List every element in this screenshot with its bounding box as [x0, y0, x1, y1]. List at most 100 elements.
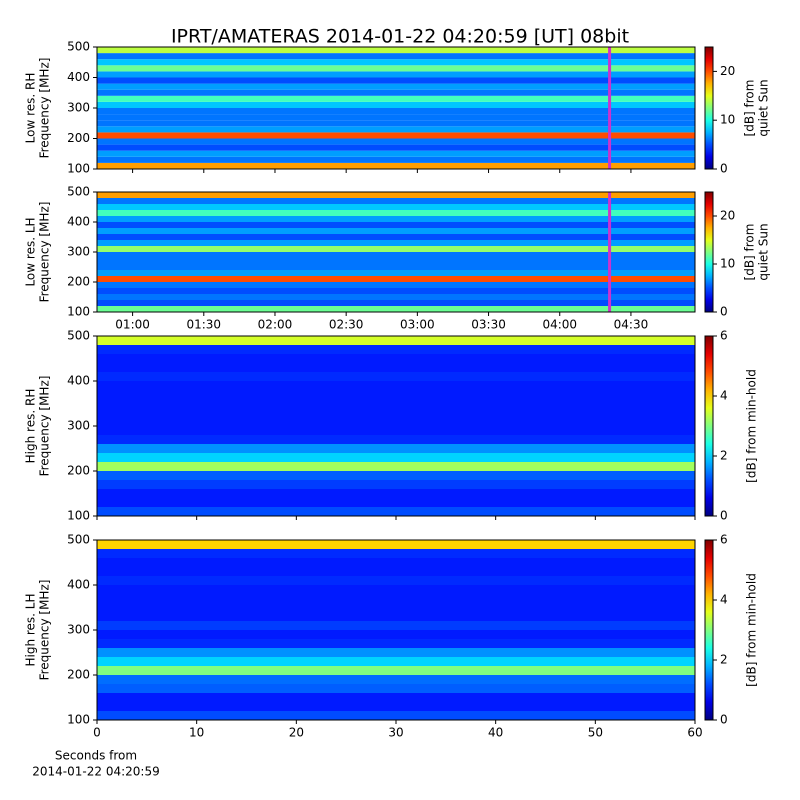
y-tick-label: 100: [67, 305, 90, 319]
heatmap-cell: [97, 558, 695, 567]
y-axis-label: Frequency [MHz]: [38, 202, 52, 303]
x-tick-label: 10: [189, 726, 204, 740]
y-axis-label: Low res. LH: [24, 217, 38, 286]
heatmap-cell: [97, 612, 695, 621]
colorbar-label: [dB] from min-hold: [745, 369, 759, 483]
heatmap-cell: [97, 95, 695, 102]
heatmap-cell: [97, 444, 695, 453]
y-axis-label: Frequency [MHz]: [38, 58, 52, 159]
heatmap-cell: [97, 621, 695, 630]
heatmap-cell: [97, 156, 695, 163]
colorbar-tick-label: 20: [720, 209, 735, 223]
heatmap-cell: [97, 228, 695, 234]
x-tick-label: 40: [488, 726, 503, 740]
heatmap-cell: [97, 426, 695, 435]
x-tick-label: 20: [289, 726, 304, 740]
heatmap-cell: [97, 702, 695, 711]
heatmap-cell: [97, 576, 695, 585]
heatmap-cell: [97, 462, 695, 471]
colorbar-label: quiet Sun: [757, 79, 771, 136]
heatmap-cell: [97, 471, 695, 480]
x-tick-label: 04:00: [542, 318, 577, 332]
heatmap-cell: [97, 198, 695, 204]
heatmap-cell: [97, 288, 695, 294]
heatmap-cell: [97, 453, 695, 462]
x-axis-label: 2014-01-22 04:20:59: [32, 765, 159, 779]
heatmap-cell: [97, 435, 695, 444]
colorbar-label: quiet Sun: [757, 223, 771, 280]
heatmap-cell: [97, 65, 695, 72]
heatmap-cell: [97, 294, 695, 300]
heatmap-cell: [97, 594, 695, 603]
y-tick-label: 500: [67, 40, 90, 54]
y-tick-label: 200: [67, 275, 90, 289]
colorbar: [704, 46, 714, 170]
heatmap-cell: [97, 684, 695, 693]
x-tick-label: 01:00: [115, 318, 150, 332]
heatmap-cell: [97, 603, 695, 612]
heatmap-cell: [97, 363, 695, 372]
heatmap-cell: [97, 675, 695, 684]
heatmap-cell: [97, 390, 695, 399]
heatmap-cell: [97, 300, 695, 306]
heatmap-cell: [97, 372, 695, 381]
y-tick-label: 500: [67, 185, 90, 199]
heatmap-cell: [97, 101, 695, 108]
heatmap-cell: [97, 234, 695, 240]
y-tick-label: 500: [67, 329, 90, 343]
heatmap-cell: [97, 480, 695, 489]
colorbar-tick-label: 0: [720, 509, 728, 523]
y-tick-label: 300: [67, 101, 90, 115]
y-tick-label: 400: [67, 374, 90, 388]
colorbar-label: [dB] from: [743, 224, 757, 281]
y-tick-label: 100: [67, 509, 90, 523]
y-tick-label: 200: [67, 131, 90, 145]
heatmap-cell: [97, 120, 695, 127]
heatmap-cell: [97, 657, 695, 666]
heatmap-cell: [97, 264, 695, 270]
x-tick-label: 03:00: [400, 318, 435, 332]
heatmap-cell: [97, 276, 695, 282]
x-axis-label: Seconds from: [55, 749, 137, 763]
colorbar-tick-label: 4: [720, 593, 728, 607]
colorbar-tick-label: 0: [720, 162, 728, 176]
heatmap-cell: [97, 216, 695, 222]
heatmap-cell: [97, 540, 695, 549]
heatmap-cell: [97, 258, 695, 264]
colorbar-tick-label: 0: [720, 305, 728, 319]
x-tick-label: 01:30: [186, 318, 221, 332]
colorbar-tick-label: 2: [720, 449, 728, 463]
heatmap-cell: [97, 83, 695, 90]
colorbar-tick-label: 0: [720, 713, 728, 727]
x-tick-label: 02:30: [329, 318, 364, 332]
heatmap-cell: [97, 252, 695, 258]
heatmap-cell: [97, 666, 695, 675]
y-tick-label: 200: [67, 464, 90, 478]
heatmap-cell: [97, 585, 695, 594]
y-axis-label: Frequency [MHz]: [38, 580, 52, 681]
y-tick-label: 400: [67, 215, 90, 229]
heatmap-cell: [97, 138, 695, 145]
y-axis-label: Low res. RH: [24, 73, 38, 144]
heatmap-cell: [97, 639, 695, 648]
heatmap-cell: [97, 246, 695, 252]
heatmap-cell: [97, 693, 695, 702]
heatmap-cell: [97, 498, 695, 507]
heatmap-cell: [97, 204, 695, 210]
heatmap-cell: [97, 71, 695, 78]
heatmap-cell: [97, 306, 695, 312]
y-tick-label: 400: [67, 70, 90, 84]
heatmap-cell: [97, 77, 695, 84]
heatmap-cell: [97, 408, 695, 417]
heatmap-cell: [97, 132, 695, 139]
y-axis-label: High res. LH: [24, 593, 38, 666]
heatmap-cell: [97, 282, 695, 288]
heatmap-cell: [97, 144, 695, 151]
heatmap-cell: [97, 336, 695, 345]
y-tick-label: 100: [67, 162, 90, 176]
heatmap-cell: [97, 222, 695, 228]
colorbar-label: [dB] from min-hold: [745, 573, 759, 687]
heatmap-cell: [97, 162, 695, 169]
heatmap-cell: [97, 630, 695, 639]
